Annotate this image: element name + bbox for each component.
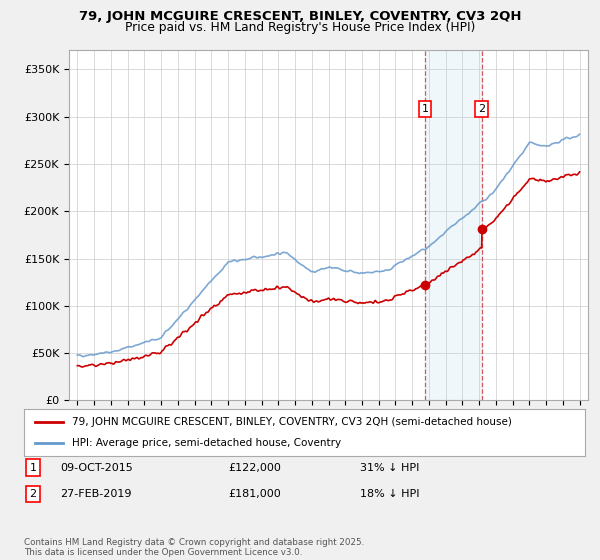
Bar <box>425 50 482 400</box>
Text: HPI: Average price, semi-detached house, Coventry: HPI: Average price, semi-detached house,… <box>71 438 341 448</box>
Text: 27-FEB-2019: 27-FEB-2019 <box>60 489 131 499</box>
Text: Price paid vs. HM Land Registry's House Price Index (HPI): Price paid vs. HM Land Registry's House … <box>125 21 475 34</box>
Text: 31% ↓ HPI: 31% ↓ HPI <box>360 463 419 473</box>
Text: £122,000: £122,000 <box>228 463 281 473</box>
Text: 1: 1 <box>29 463 37 473</box>
Text: 2: 2 <box>478 104 485 114</box>
Text: 79, JOHN MCGUIRE CRESCENT, BINLEY, COVENTRY, CV3 2QH: 79, JOHN MCGUIRE CRESCENT, BINLEY, COVEN… <box>79 10 521 23</box>
Text: 18% ↓ HPI: 18% ↓ HPI <box>360 489 419 499</box>
Text: £181,000: £181,000 <box>228 489 281 499</box>
Text: 2: 2 <box>29 489 37 499</box>
Text: 09-OCT-2015: 09-OCT-2015 <box>60 463 133 473</box>
Text: 1: 1 <box>422 104 428 114</box>
Text: 79, JOHN MCGUIRE CRESCENT, BINLEY, COVENTRY, CV3 2QH (semi-detached house): 79, JOHN MCGUIRE CRESCENT, BINLEY, COVEN… <box>71 417 512 427</box>
Text: Contains HM Land Registry data © Crown copyright and database right 2025.
This d: Contains HM Land Registry data © Crown c… <box>24 538 364 557</box>
